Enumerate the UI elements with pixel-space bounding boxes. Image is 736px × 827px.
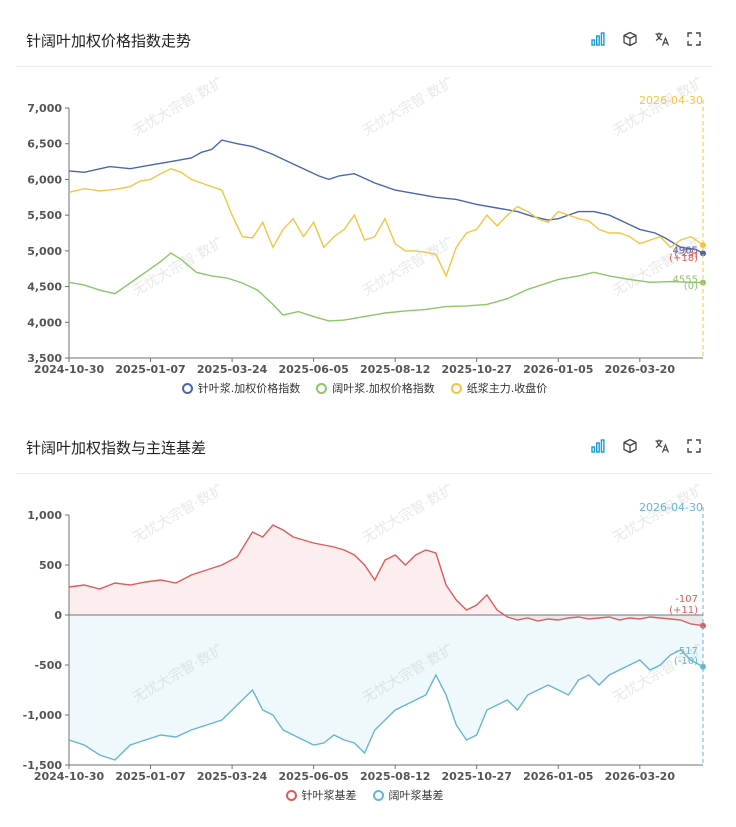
end-value-label: (+11)	[669, 605, 698, 616]
y-tick-label: 3,500	[27, 352, 62, 365]
legend-marker-icon	[450, 382, 462, 394]
legend-label: 阔叶浆.加权价格指数	[332, 382, 435, 395]
watermark-text: 无忧大宗智·数扩	[130, 481, 227, 546]
end-value-label: (-10)	[674, 656, 698, 667]
panel-title: 针阔叶加权价格指数走势	[26, 32, 192, 50]
x-tick-label: 2026-01-05	[523, 770, 593, 783]
chart-legend: 针叶浆.加权价格指数 阔叶浆.加权价格指数 纸浆主力.收盘价	[16, 380, 713, 396]
fullscreen-icon[interactable]	[685, 437, 703, 455]
series-area	[69, 525, 703, 626]
y-tick-label: 4,000	[27, 316, 62, 329]
basis-panel: 针阔叶加权指数与主连基差 无忧大宗智·数扩 无忧大宗智·数扩 无忧大宗智·数扩 无忧大…	[16, 423, 713, 823]
legend-marker-icon	[181, 382, 193, 394]
x-tick-label: 2025-06-05	[278, 770, 348, 783]
legend-marker-icon	[372, 789, 384, 801]
legend-item[interactable]: 阔叶浆基差	[372, 787, 444, 803]
x-tick-label: 2025-10-27	[442, 363, 512, 376]
cube-icon[interactable]	[621, 30, 639, 48]
y-tick-label: 5,500	[27, 209, 62, 222]
chart-legend: 针叶浆基差 阔叶浆基差	[16, 787, 713, 803]
y-tick-label: 0	[54, 609, 62, 622]
toolbar	[589, 437, 703, 455]
legend-label: 阔叶浆基差	[388, 789, 444, 802]
x-tick-label: 2024-10-30	[34, 770, 105, 783]
legend-item[interactable]: 纸浆主力.收盘价	[450, 380, 548, 396]
x-tick-label: 2025-08-12	[360, 770, 430, 783]
watermark-text: 无忧大宗智·数扩	[130, 74, 227, 139]
x-tick-label: 2026-01-05	[523, 363, 593, 376]
end-value-label: (+18)	[669, 253, 698, 264]
x-tick-label: 2025-06-05	[278, 363, 348, 376]
end-value-label: -107	[675, 594, 698, 605]
y-tick-label: 1,000	[27, 509, 62, 522]
bar-chart-icon[interactable]	[589, 30, 607, 48]
panel-title: 针阔叶加权指数与主连基差	[26, 439, 207, 457]
series-line-2[interactable]	[68, 252, 704, 322]
legend-label: 针叶浆.加权价格指数	[197, 382, 301, 395]
legend-item[interactable]: 针叶浆.加权价格指数	[181, 380, 301, 396]
series-line-1[interactable]	[68, 139, 704, 255]
cube-icon[interactable]	[621, 437, 639, 455]
x-tick-label: 2025-01-07	[115, 363, 185, 376]
x-tick-label: 2026-03-20	[605, 770, 676, 783]
panel-header: 针阔叶加权价格指数走势	[16, 16, 713, 67]
x-tick-label: 2026-03-20	[605, 363, 676, 376]
x-tick-label: 2025-01-07	[115, 770, 185, 783]
legend-marker-icon	[316, 382, 328, 394]
y-tick-label: 5,000	[27, 245, 62, 258]
end-value-label: (-23)	[674, 248, 698, 259]
series-line-3[interactable]	[68, 167, 704, 278]
bar-chart-icon[interactable]	[589, 437, 607, 455]
legend-label: 针叶浆基差	[301, 789, 357, 802]
series-end-point	[700, 663, 706, 670]
y-tick-label: 6,500	[27, 138, 62, 151]
end-value-label: -517	[675, 646, 698, 657]
end-value-label: 4965	[673, 245, 698, 256]
date-marker-label: 2026-04-30	[639, 501, 703, 514]
y-tick-label: 4,500	[27, 281, 62, 294]
date-marker-label: 2026-04-30	[639, 94, 703, 107]
series-line-1[interactable]	[68, 524, 704, 627]
x-tick-label: 2025-10-27	[442, 770, 512, 783]
series-end-point	[700, 242, 706, 249]
legend-item[interactable]: 阔叶浆.加权价格指数	[316, 380, 435, 396]
y-tick-label: -1,000	[23, 709, 63, 722]
y-tick-label: -500	[34, 659, 62, 672]
translate-icon[interactable]	[653, 437, 671, 455]
end-value-label: 4555	[673, 275, 698, 286]
panel-header: 针阔叶加权指数与主连基差	[16, 423, 713, 474]
series-line-2[interactable]	[68, 649, 704, 761]
series-end-point	[700, 622, 706, 629]
x-tick-label: 2024-10-30	[34, 363, 105, 376]
y-tick-label: -1,500	[23, 759, 63, 772]
x-tick-label: 2025-03-24	[197, 770, 268, 783]
y-tick-label: 7,000	[27, 102, 62, 115]
x-tick-label: 2025-03-24	[197, 363, 268, 376]
series-area	[69, 615, 703, 760]
legend-marker-icon	[285, 789, 297, 801]
series-end-point	[700, 250, 706, 257]
end-value-label: (0)	[684, 281, 698, 292]
watermark-text: 无忧大宗智·数扩	[360, 74, 457, 139]
x-tick-label: 2025-08-12	[360, 363, 430, 376]
watermark-text: 无忧大宗智·数扩	[360, 481, 457, 546]
translate-icon[interactable]	[653, 30, 671, 48]
price-index-panel: 针阔叶加权价格指数走势 无忧大宗智·数扩 无忧大宗智·数扩 无忧大宗智·数扩 无忧大宗…	[16, 16, 713, 406]
watermark-text: 无忧大宗智·数扩	[130, 234, 227, 299]
y-tick-label: 500	[39, 559, 62, 572]
fullscreen-icon[interactable]	[685, 30, 703, 48]
legend-label: 纸浆主力.收盘价	[466, 382, 548, 395]
legend-item[interactable]: 针叶浆基差	[285, 787, 357, 803]
toolbar	[589, 30, 703, 48]
y-tick-label: 6,000	[27, 173, 62, 186]
